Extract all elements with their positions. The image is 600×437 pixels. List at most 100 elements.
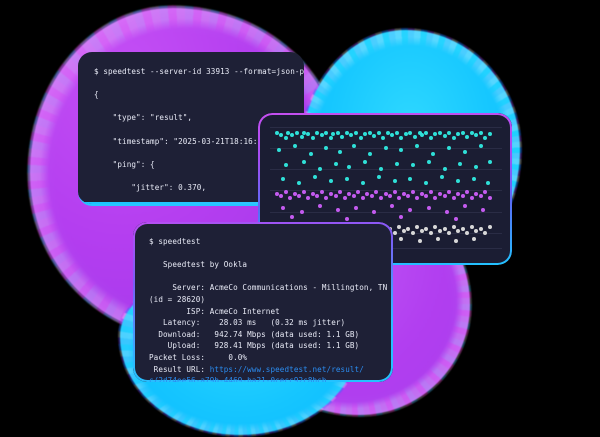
plot-dot-upload-52 xyxy=(353,205,358,210)
plot-dot-download-81 xyxy=(329,178,334,183)
brand-line: Speedtest by Ookla xyxy=(149,260,248,270)
plot-dot-idle-4 xyxy=(406,226,411,231)
plot-dot-download-42 xyxy=(456,131,461,136)
plot-dot-upload-35 xyxy=(433,196,438,201)
plot-dot-idle-8 xyxy=(424,226,429,231)
plot-dot-download-80 xyxy=(313,174,318,179)
plot-dot-download-35 xyxy=(424,130,429,135)
plot-dot-download-21 xyxy=(363,131,368,136)
plot-dot-download-57 xyxy=(383,146,388,151)
plot-dot-upload-24 xyxy=(383,192,388,197)
plot-dot-upload-1 xyxy=(279,194,284,199)
plot-dot-download-62 xyxy=(462,149,467,154)
download-line: Download: 942.74 Mbps (data used: 1.1 GB… xyxy=(149,329,360,339)
plot-dot-download-69 xyxy=(363,159,368,164)
plot-dot-upload-29 xyxy=(406,194,411,199)
plot-dot-upload-18 xyxy=(356,190,361,195)
json-line-1: { xyxy=(94,90,99,100)
plot-dot-upload-26 xyxy=(392,190,397,195)
plot-dot-download-77 xyxy=(487,159,492,164)
plot-dot-upload-41 xyxy=(460,194,465,199)
json-output-text: $ speedtest --server-id 33913 --format=j… xyxy=(78,52,304,204)
plot-dot-upload-30 xyxy=(410,190,415,195)
plot-dot-upload-58 xyxy=(462,203,467,208)
plot-dot-download-34 xyxy=(419,132,424,137)
plot-dot-download-12 xyxy=(324,130,329,135)
plot-dot-upload-22 xyxy=(374,190,379,195)
plot-dot-idle-23 xyxy=(399,236,404,241)
plot-dot-download-16 xyxy=(340,134,345,139)
plot-dot-download-58 xyxy=(399,148,404,153)
plot-dot-download-60 xyxy=(431,151,436,156)
plot-dot-download-23 xyxy=(372,133,377,138)
plot-dot-upload-21 xyxy=(369,194,374,199)
plot-gridline-3 xyxy=(270,190,502,192)
plot-dot-upload-25 xyxy=(388,194,393,199)
plot-dot-upload-38 xyxy=(447,190,452,195)
plot-dot-download-90 xyxy=(472,176,477,181)
plot-dot-download-4 xyxy=(290,132,295,137)
plot-dot-upload-54 xyxy=(390,203,395,208)
plot-dot-download-49 xyxy=(487,131,492,136)
plot-dot-download-5 xyxy=(294,130,299,135)
plot-dot-download-87 xyxy=(424,180,429,185)
plot-dot-upload-15 xyxy=(342,196,347,201)
plot-gridline-0 xyxy=(270,126,502,128)
plot-dot-download-28 xyxy=(394,130,399,135)
plot-dot-idle-11 xyxy=(437,228,442,233)
plot-dot-upload-5 xyxy=(297,194,302,199)
plot-dot-idle-21 xyxy=(483,230,488,235)
plot-dot-upload-31 xyxy=(415,196,420,201)
plot-dot-upload-43 xyxy=(469,196,474,201)
plot-dot-download-54 xyxy=(338,149,343,154)
plot-dot-download-79 xyxy=(297,180,302,185)
json-line-4: "ping": { xyxy=(94,159,155,169)
plot-dot-download-53 xyxy=(324,146,329,151)
plot-dot-download-51 xyxy=(292,144,297,149)
latency-line: Latency: 28.03 ms (0.32 ms jitter) xyxy=(149,318,346,328)
dot-plot-canvas xyxy=(270,123,502,257)
plot-dot-download-8 xyxy=(306,131,311,136)
plot-dot-upload-0 xyxy=(274,192,279,197)
plot-dot-idle-10 xyxy=(433,225,438,230)
plot-dot-download-45 xyxy=(469,130,474,135)
plot-dot-idle-14 xyxy=(451,225,456,230)
plot-dot-download-61 xyxy=(447,146,452,151)
plot-dot-upload-55 xyxy=(408,207,413,212)
result-url-link-part1[interactable]: https://www.speedtest.net/result/ xyxy=(209,364,364,374)
server-line: Server: AcmeCo Communications - Millingt… xyxy=(149,283,388,293)
plot-dot-download-71 xyxy=(394,161,399,166)
plot-dot-upload-49 xyxy=(299,209,304,214)
plot-dot-idle-2 xyxy=(397,225,402,230)
plot-dot-idle-16 xyxy=(460,226,465,231)
plot-dot-upload-48 xyxy=(281,205,286,210)
plot-dot-download-52 xyxy=(308,151,313,156)
plot-dot-upload-8 xyxy=(310,192,315,197)
plot-dot-download-29 xyxy=(399,136,404,141)
plot-dot-download-6 xyxy=(299,134,304,139)
plot-dot-download-25 xyxy=(381,135,386,140)
plot-dot-upload-16 xyxy=(347,192,352,197)
plot-dot-download-2 xyxy=(283,136,288,141)
plot-dot-upload-36 xyxy=(437,192,442,197)
plot-dot-upload-3 xyxy=(288,196,293,201)
plot-dot-upload-6 xyxy=(301,190,306,195)
plot-dot-download-9 xyxy=(310,136,315,141)
plot-dot-download-88 xyxy=(440,174,445,179)
plot-dot-upload-11 xyxy=(324,196,329,201)
summary-output-text: $ speedtest Speedtest by Ookla Server: A… xyxy=(133,222,393,382)
plot-dot-download-56 xyxy=(367,151,372,156)
plot-dot-download-37 xyxy=(433,131,438,136)
json-line-2: "type": "result", xyxy=(94,113,193,123)
plot-dot-download-73 xyxy=(426,159,431,164)
result-url-label: Result URL: xyxy=(149,364,210,374)
server-id-line: (id = 28620) xyxy=(149,294,206,304)
plot-dot-idle-17 xyxy=(465,230,470,235)
plot-dot-download-64 xyxy=(283,163,288,168)
plot-dot-download-10 xyxy=(315,130,320,135)
result-url-link-part2[interactable]: c/2d74ee56-a79b-4469-ba21-0cecc92c8bcb xyxy=(149,376,327,382)
plot-dot-upload-4 xyxy=(292,192,297,197)
plot-dot-download-19 xyxy=(353,130,358,135)
terminal-window-summary[interactable]: $ speedtest Speedtest by Ookla Server: A… xyxy=(133,222,393,382)
